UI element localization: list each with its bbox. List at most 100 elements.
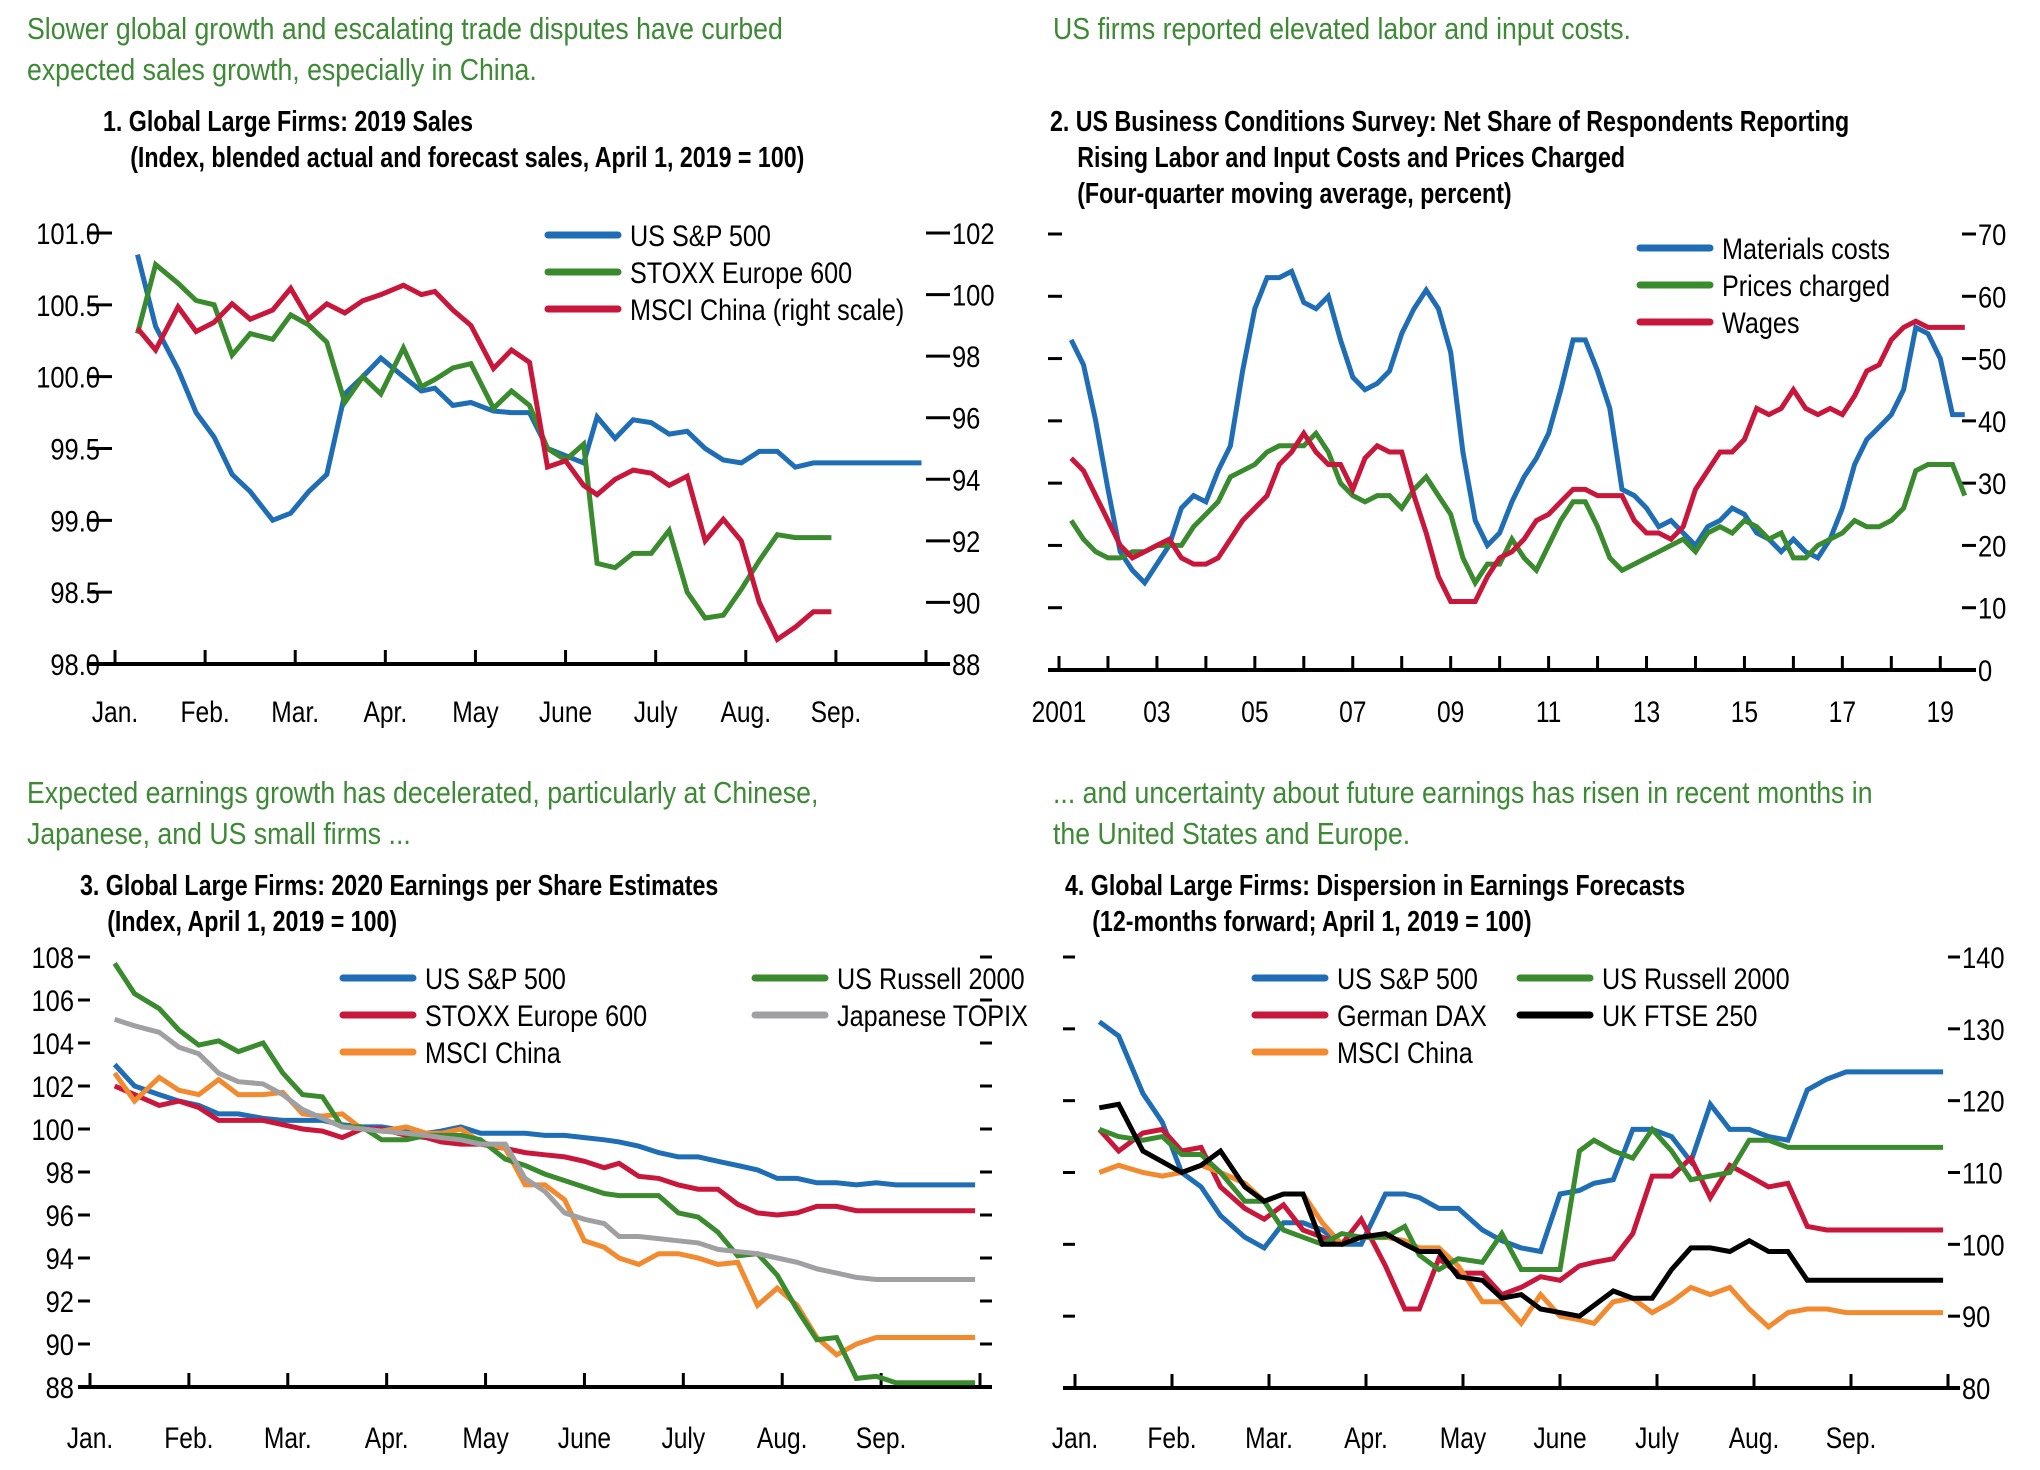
chart-3: Jan. Feb. Mar. Apr. May June July Aug. Sep. 88 90 9… [31, 941, 1027, 1455]
x-tick-label: Sep. [1826, 1421, 1877, 1455]
series-line-us-russell-2000 [112, 962, 976, 1386]
x-tick-label: Apr. [365, 1421, 409, 1455]
legend-label: Prices charged [1722, 269, 1890, 303]
y-tick-label-left: 96 [46, 1199, 74, 1232]
x-tick-label: June [1533, 1421, 1586, 1455]
x-tick-label: Mar. [271, 695, 319, 729]
panel-3-headline: Expected earnings growth has decelerated… [27, 772, 818, 854]
x-tick-label: Sep. [856, 1421, 907, 1455]
y-tick-label-right: 90 [952, 586, 980, 619]
x-tick-label: Apr. [1344, 1421, 1388, 1455]
y-tick-label-right: 10 [1978, 592, 2006, 625]
x-tick-label: 11 [1536, 695, 1562, 729]
y-tick-label-right: 50 [1978, 343, 2006, 376]
panel-1-headline-line-1: Slower global growth and escalating trad… [27, 11, 783, 46]
legend-label: US S&P 500 [630, 219, 771, 253]
y-tick-label-left: 90 [46, 1328, 74, 1361]
panel-2-subtitle-1: Rising Labor and Input Costs and Prices … [1077, 142, 1626, 174]
legend-label: STOXX Europe 600 [630, 256, 852, 290]
x-tick-label: 15 [1731, 695, 1758, 729]
x-tick-label: 07 [1339, 695, 1366, 729]
x-tick-label: Jan. [67, 1421, 113, 1455]
y-tick-label-right: 92 [952, 525, 980, 558]
y-tick-label-left: 106 [31, 984, 74, 1017]
panel-2-title: 2. US Business Conditions Survey: Net Sh… [1050, 104, 1849, 212]
y-tick-label-right: 110 [1962, 1157, 2003, 1190]
x-tick-label: Apr. [363, 695, 407, 729]
series-line-prices-charged [1069, 429, 1968, 588]
panel-3-headline-line-2: Japanese, and US small firms ... [27, 816, 411, 851]
legend-label: US Russell 2000 [1602, 962, 1790, 996]
x-tick-label: 05 [1241, 695, 1268, 729]
x-tick-label: Feb. [1147, 1421, 1196, 1455]
series-line-materials-costs [1068, 267, 1965, 587]
y-tick-label-left: 88 [46, 1371, 74, 1404]
x-tick-label: 03 [1143, 695, 1170, 729]
y-tick-label-right: 20 [1978, 529, 2006, 562]
panel-1-subtitle: (Index, blended actual and forecast sale… [130, 142, 805, 174]
x-tick-label: Aug. [720, 695, 771, 729]
x-tick-label: Jan. [92, 695, 138, 729]
y-tick-label-right: 60 [1978, 280, 2006, 313]
y-tick-label-right: 40 [1978, 405, 2006, 438]
panel-1-title-main: 1. Global Large Firms: 2019 Sales [103, 106, 474, 138]
series-line-us-s-p-500 [1097, 1019, 1944, 1255]
chart-2: 2001 03 05 07 09 11 13 15 17 19 0 10 20 30 40 50 60 70 Mat… [1032, 218, 2007, 728]
panel-1-headline-line-2: expected sales growth, especially in Chi… [27, 52, 537, 87]
y-tick-label-right: 120 [1962, 1085, 2005, 1118]
legend-label: MSCI China [1337, 1036, 1473, 1070]
legend-label: US S&P 500 [425, 962, 566, 996]
y-tick-label-right: 30 [1978, 467, 2006, 500]
y-tick-label-left: 102 [31, 1070, 74, 1103]
panel-4-title-main: 4. Global Large Firms: Dispersion in Ear… [1065, 870, 1686, 902]
x-tick-label: Mar. [1245, 1421, 1293, 1455]
x-tick-label: Aug. [757, 1421, 808, 1455]
series-line-stoxx-europe-600 [135, 260, 832, 621]
chart-4: Jan. Feb. Mar. Apr. May June July Aug. Sep. 80 90 1… [1052, 941, 2005, 1455]
y-tick-label-right: 70 [1978, 218, 2006, 251]
y-tick-label-left: 99.5 [50, 433, 100, 466]
panel-4-headline: ... and uncertainty about future earning… [1053, 772, 1873, 854]
x-tick-label: Jan. [1052, 1421, 1098, 1455]
x-tick-label: Mar. [264, 1421, 312, 1455]
y-tick-label-left: 98.5 [50, 576, 100, 609]
legend-label: MSCI China [425, 1036, 561, 1070]
series-line-us-russell-2000 [1098, 1125, 1944, 1273]
y-tick-label-left: 104 [31, 1027, 74, 1060]
panel-3-title: 3. Global Large Firms: 2020 Earnings per… [80, 868, 718, 940]
x-tick-label: Feb. [164, 1421, 213, 1455]
panel-1-headline: Slower global growth and escalating trad… [27, 8, 783, 90]
y-tick-label-right: 140 [1962, 941, 2005, 974]
series-line-wages [1069, 318, 1965, 604]
y-tick-label-right: 0 [1978, 654, 1992, 687]
x-tick-label: July [634, 695, 678, 729]
panel-2-headline: US firms reported elevated labor and inp… [1053, 8, 1631, 49]
series-line-german-dax [1097, 1126, 1944, 1312]
y-tick-label-left: 92 [46, 1285, 74, 1318]
legend-label: US S&P 500 [1337, 962, 1478, 996]
y-tick-label-left: 101.0 [36, 217, 100, 250]
legend-label: STOXX Europe 600 [425, 999, 647, 1033]
y-tick-label-right: 90 [1962, 1300, 1990, 1333]
legend-label: German DAX [1337, 999, 1487, 1033]
y-tick-label-right: 102 [952, 217, 995, 250]
series-line-msci-china [112, 1071, 976, 1358]
y-tick-label-right: 100 [1962, 1228, 2005, 1261]
panel-3-title-main: 3. Global Large Firms: 2020 Earnings per… [80, 870, 719, 902]
x-tick-label: 17 [1829, 695, 1856, 729]
panel-1-title: 1. Global Large Firms: 2019 Sales (Index… [103, 104, 804, 176]
y-tick-label-left: 100.5 [36, 289, 100, 322]
panel-2-headline-line-1: US firms reported elevated labor and inp… [1053, 11, 1631, 46]
x-tick-label: Aug. [1729, 1421, 1780, 1455]
x-tick-label: 13 [1633, 695, 1660, 729]
y-tick-label-left: 94 [46, 1242, 74, 1275]
y-tick-label-right: 130 [1962, 1013, 2005, 1046]
panel-4-subtitle: (12-months forward; April 1, 2019 = 100) [1092, 906, 1532, 938]
y-tick-label-right: 100 [952, 279, 995, 312]
y-tick-label-left: 98.0 [50, 648, 100, 681]
x-tick-label: Feb. [181, 695, 230, 729]
legend-label: UK FTSE 250 [1602, 999, 1757, 1033]
legend-label: MSCI China (right scale) [630, 293, 904, 327]
legend-label: US Russell 2000 [837, 962, 1025, 996]
